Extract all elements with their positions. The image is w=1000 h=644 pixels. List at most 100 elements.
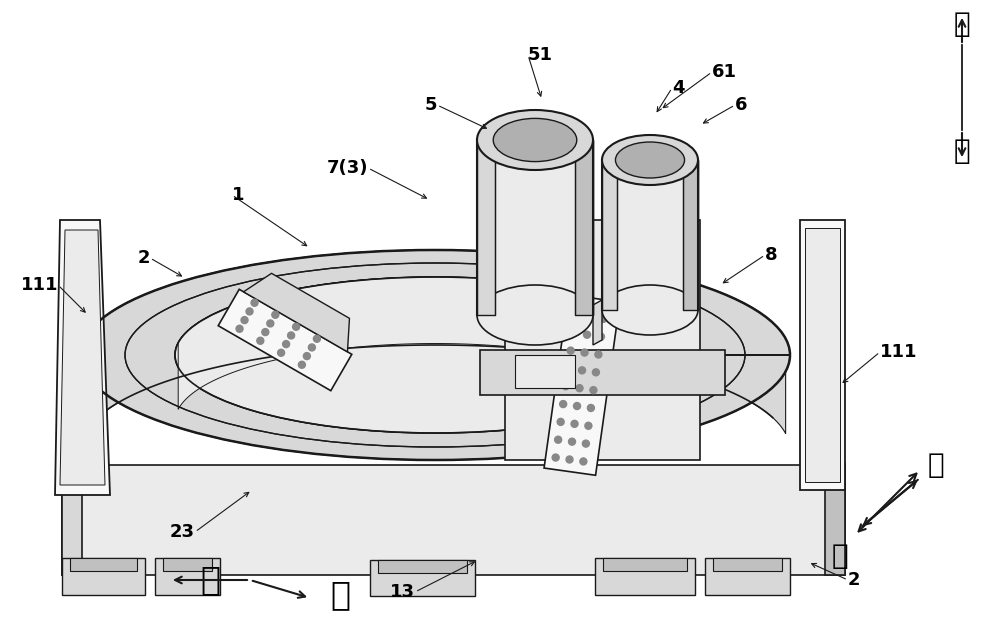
Circle shape [569, 438, 576, 445]
Polygon shape [163, 558, 212, 571]
Text: 111: 111 [20, 276, 58, 294]
Circle shape [288, 332, 295, 339]
Text: 前: 前 [831, 542, 848, 570]
Polygon shape [80, 250, 790, 460]
Polygon shape [244, 273, 349, 352]
Circle shape [597, 333, 604, 340]
Polygon shape [84, 250, 786, 433]
Circle shape [278, 349, 285, 356]
Circle shape [595, 351, 602, 358]
Polygon shape [155, 558, 220, 595]
Text: 左: 左 [200, 564, 220, 596]
Polygon shape [62, 558, 145, 595]
Polygon shape [705, 558, 790, 595]
Polygon shape [825, 463, 845, 575]
Polygon shape [800, 220, 845, 490]
Polygon shape [480, 350, 725, 395]
Polygon shape [544, 295, 620, 475]
Ellipse shape [493, 118, 577, 162]
Circle shape [582, 440, 589, 447]
Circle shape [584, 331, 591, 338]
Polygon shape [370, 560, 475, 596]
Text: 8: 8 [765, 246, 778, 264]
Circle shape [555, 436, 562, 443]
Polygon shape [575, 140, 593, 315]
Polygon shape [62, 463, 82, 575]
Circle shape [571, 421, 578, 428]
Circle shape [590, 386, 597, 393]
Circle shape [283, 341, 290, 348]
Polygon shape [70, 558, 137, 571]
Text: 2: 2 [138, 249, 150, 267]
Circle shape [572, 312, 579, 318]
Circle shape [236, 325, 243, 332]
Circle shape [580, 458, 587, 465]
Circle shape [560, 401, 567, 408]
Polygon shape [175, 277, 695, 433]
Circle shape [262, 328, 269, 336]
Polygon shape [515, 355, 575, 388]
Circle shape [308, 344, 315, 351]
Circle shape [246, 308, 253, 315]
Circle shape [574, 402, 581, 410]
Circle shape [313, 336, 320, 342]
Circle shape [592, 369, 599, 376]
Text: 13: 13 [390, 583, 415, 601]
Circle shape [565, 365, 572, 372]
Circle shape [251, 299, 258, 307]
Text: 后: 后 [928, 451, 945, 479]
Polygon shape [178, 277, 692, 410]
Polygon shape [602, 160, 617, 310]
Ellipse shape [477, 110, 593, 170]
Text: 61: 61 [712, 63, 737, 81]
Ellipse shape [615, 142, 685, 178]
Polygon shape [477, 140, 593, 315]
Circle shape [562, 383, 569, 390]
Polygon shape [505, 220, 700, 460]
Circle shape [600, 316, 607, 323]
Circle shape [587, 404, 594, 412]
Text: 下: 下 [954, 137, 970, 165]
Ellipse shape [602, 135, 698, 185]
Circle shape [585, 422, 592, 430]
Ellipse shape [602, 285, 698, 335]
Circle shape [272, 311, 279, 318]
Circle shape [293, 323, 300, 330]
Text: 5: 5 [424, 96, 437, 114]
Text: 右: 右 [330, 578, 350, 612]
Circle shape [576, 384, 583, 392]
Circle shape [552, 454, 559, 461]
Polygon shape [683, 160, 698, 310]
Polygon shape [595, 558, 695, 595]
Polygon shape [55, 220, 110, 495]
Polygon shape [713, 558, 782, 571]
Circle shape [567, 347, 574, 354]
Polygon shape [218, 289, 352, 391]
Polygon shape [602, 160, 698, 310]
Text: 1: 1 [232, 186, 244, 204]
Circle shape [581, 349, 588, 356]
Polygon shape [603, 558, 687, 571]
Circle shape [267, 320, 274, 327]
Circle shape [570, 329, 577, 336]
Circle shape [241, 317, 248, 323]
Text: 2: 2 [848, 571, 860, 589]
Circle shape [579, 367, 586, 374]
Text: 51: 51 [528, 46, 553, 64]
Text: 6: 6 [735, 96, 748, 114]
Circle shape [557, 419, 564, 426]
Polygon shape [378, 560, 467, 573]
Polygon shape [805, 228, 840, 482]
Circle shape [257, 337, 264, 345]
Text: 111: 111 [880, 343, 918, 361]
Circle shape [586, 314, 593, 320]
Polygon shape [62, 465, 845, 575]
Polygon shape [477, 140, 495, 315]
Ellipse shape [477, 285, 593, 345]
Text: 23: 23 [170, 523, 195, 541]
Text: 7(3): 7(3) [326, 159, 368, 177]
Circle shape [298, 361, 305, 368]
Text: 4: 4 [672, 79, 684, 97]
Circle shape [303, 353, 310, 359]
Polygon shape [593, 300, 602, 345]
